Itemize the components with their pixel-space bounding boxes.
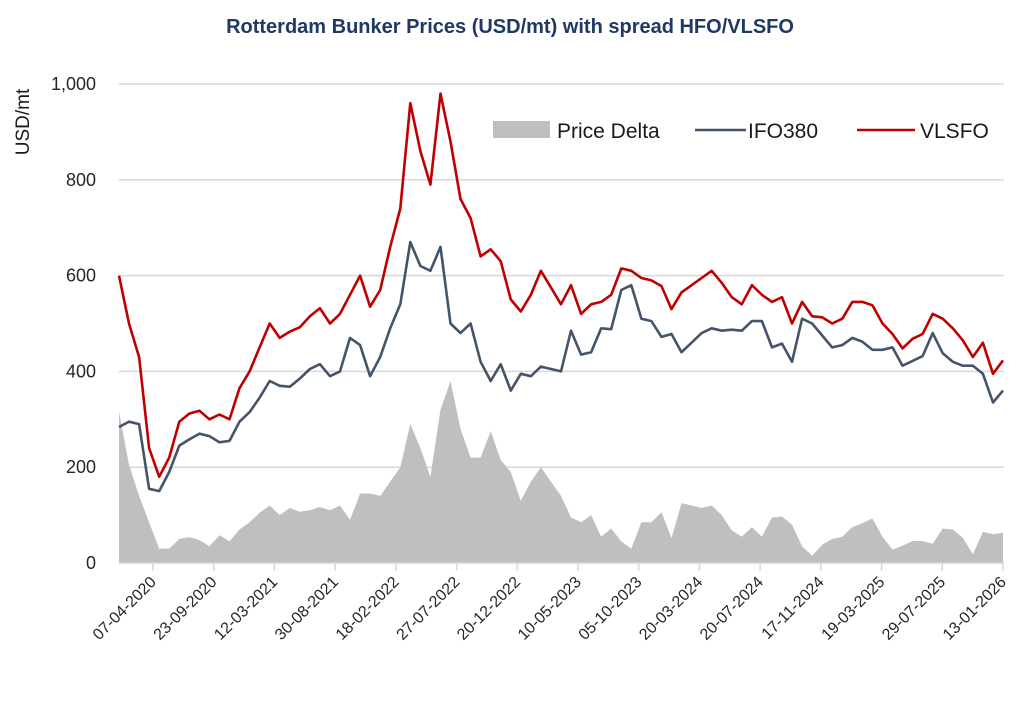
x-tick-label: 05-10-2023 <box>576 574 646 644</box>
x-tick-label: 20-12-2022 <box>454 574 524 644</box>
y-tick-label: 200 <box>66 457 96 477</box>
y-tick-label: 800 <box>66 170 96 190</box>
x-tick-label: 30-08-2021 <box>272 574 342 644</box>
y-axis-label: USD/mt <box>13 88 34 155</box>
x-tick-label: 29-07-2025 <box>879 574 949 644</box>
series-line-vlsfo <box>117 92 1005 479</box>
legend-label-vlsfo: VLSFO <box>920 120 989 143</box>
y-tick-label: 0 <box>86 553 96 573</box>
gridlines <box>119 83 1004 564</box>
price-delta-area <box>119 381 1003 563</box>
x-tick-label: 10-05-2023 <box>515 574 585 644</box>
y-axis-ticks: 0 200 400 600 800 1,000 <box>51 74 96 573</box>
x-tick-label: 27-07-2022 <box>394 574 464 644</box>
y-tick-label: 400 <box>66 361 96 381</box>
series-area-price-delta <box>119 381 1003 563</box>
x-tick-label: 12-03-2021 <box>211 574 281 644</box>
x-tick-label: 20-07-2024 <box>697 574 767 644</box>
legend-swatch-price-delta <box>493 121 550 138</box>
x-tick-label: 23-09-2020 <box>151 574 221 644</box>
x-tick-label: 13-01-2026 <box>940 574 1010 644</box>
series-line-ifo380 <box>118 240 1004 493</box>
legend-label-price-delta: Price Delta <box>557 120 660 143</box>
x-axis: 07-04-202023-09-202012-03-202130-08-2021… <box>90 562 1010 644</box>
x-tick-label: 17-11-2024 <box>759 574 828 643</box>
x-tick-label: 20-03-2024 <box>636 574 706 644</box>
legend-label-ifo380: IFO380 <box>748 120 818 143</box>
y-tick-label: 600 <box>66 266 96 286</box>
chart-title: Rotterdam Bunker Prices (USD/mt) with sp… <box>226 16 794 38</box>
x-tick-label: 19-03-2025 <box>819 574 889 644</box>
y-tick-label: 1,000 <box>51 74 96 94</box>
series-lines <box>117 92 1005 493</box>
x-tick-label: 18-02-2022 <box>333 574 403 644</box>
x-tick-label: 07-04-2020 <box>90 574 160 644</box>
legend: Price Delta IFO380 VLSFO <box>493 120 989 143</box>
